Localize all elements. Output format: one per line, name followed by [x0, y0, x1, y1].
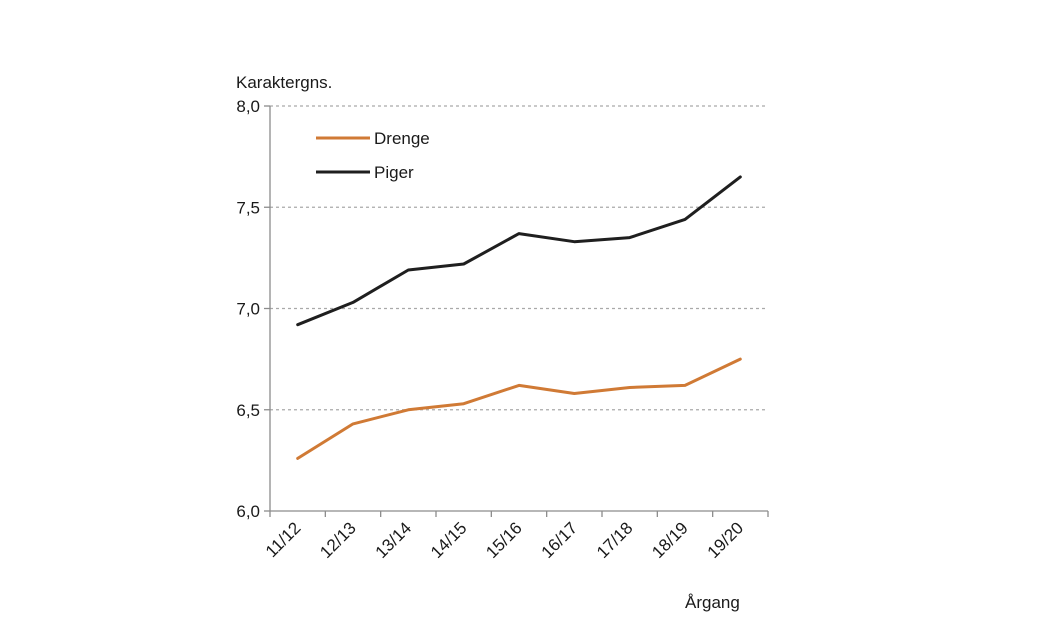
legend-label: Drenge: [374, 129, 430, 148]
y-axis-title: Karaktergns.: [236, 73, 332, 92]
x-axis-ticks: 11/12 12/13 13/14 14/15 15/16 16/17 17/18 18/19…: [262, 511, 769, 562]
x-tick-label: 15/16: [482, 518, 526, 562]
x-tick-label: 12/13: [316, 518, 360, 562]
x-tick-label: 13/14: [372, 518, 416, 562]
y-tick-label: 8,0: [236, 97, 260, 116]
x-axis-title: Årgang: [685, 593, 740, 612]
x-tick-label: 18/19: [648, 518, 692, 562]
series-lines: [296, 175, 742, 460]
series-line-piger: [296, 175, 742, 327]
grid-lines: [270, 105, 768, 411]
y-tick-label: 6,0: [236, 502, 260, 521]
legend: Drenge Piger: [316, 129, 430, 182]
legend-label: Piger: [374, 163, 414, 182]
x-tick-label: 11/12: [262, 518, 305, 561]
x-tick-label: 19/20: [704, 518, 748, 562]
y-tick-label: 7,0: [236, 300, 260, 319]
x-tick-label: 14/15: [427, 518, 471, 562]
y-tick-label: 7,5: [236, 198, 260, 217]
x-tick-label: 17/18: [593, 518, 637, 562]
x-tick-label: 16/17: [538, 518, 582, 562]
series-line-drenge: [296, 357, 742, 460]
y-axis-ticks: 6,0 6,5 7,0 7,5 8,0: [236, 97, 270, 521]
y-tick-label: 6,5: [236, 401, 260, 420]
